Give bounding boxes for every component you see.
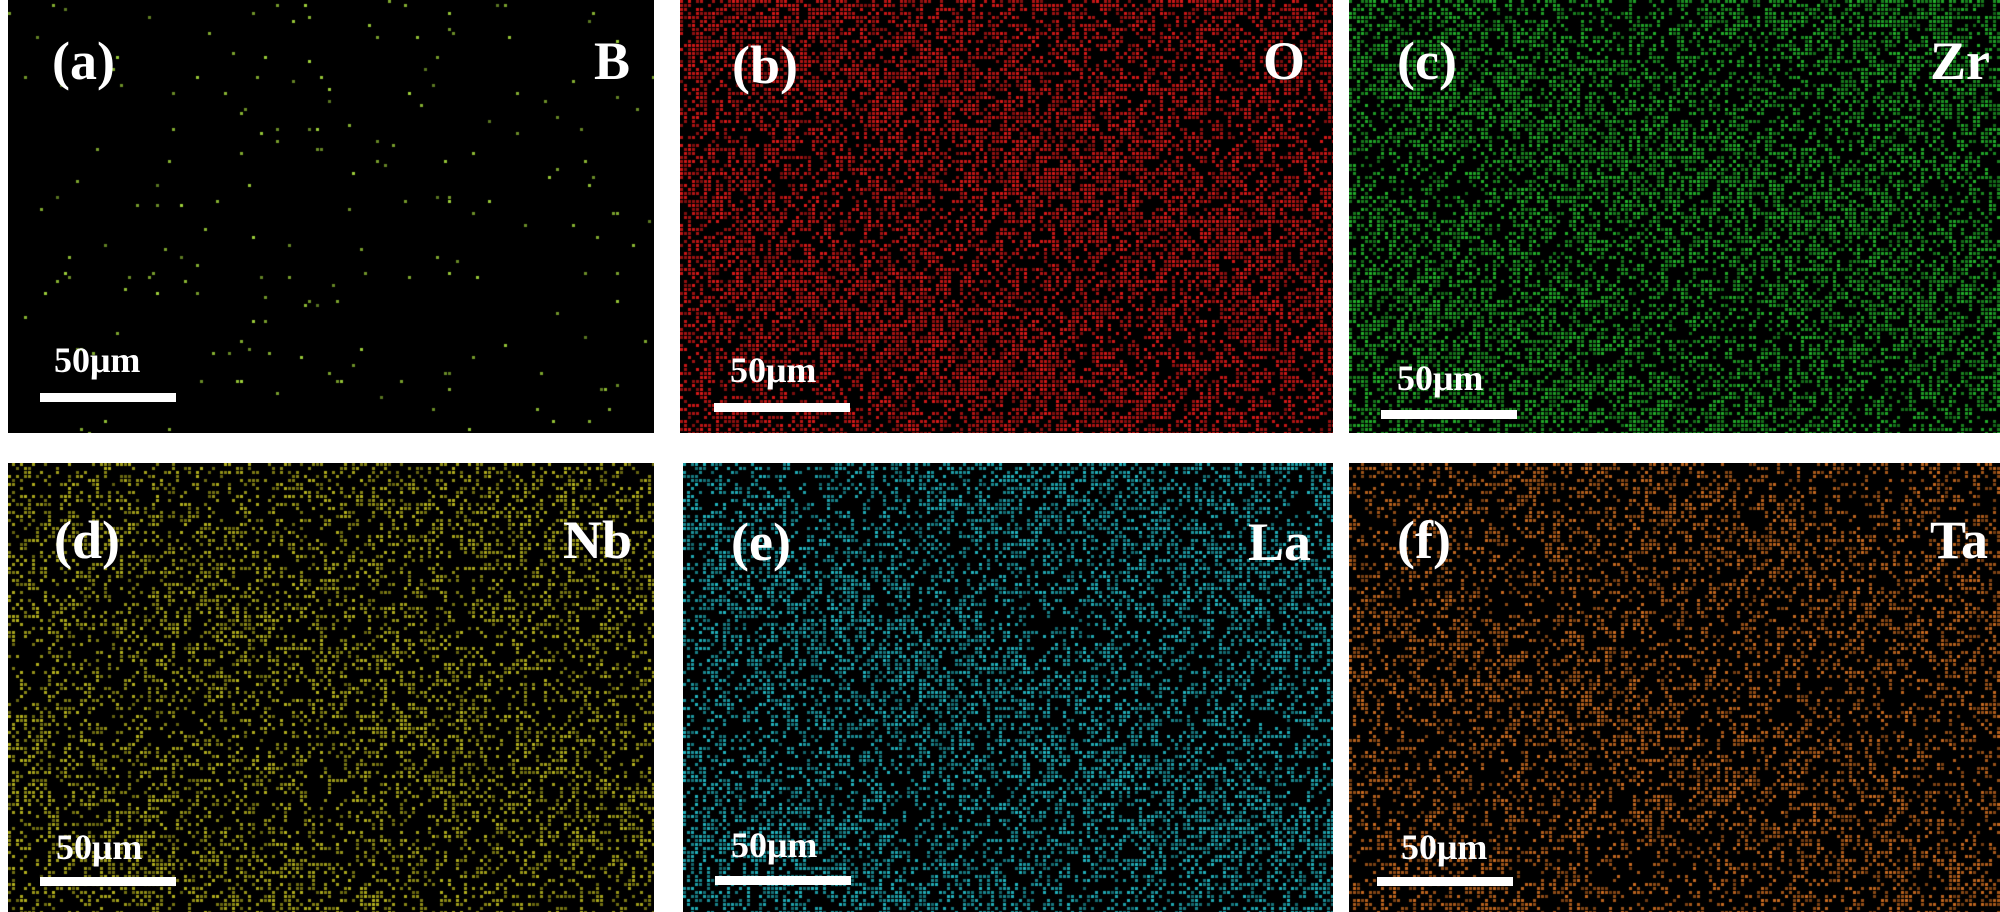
element-label-nb: Nb — [562, 510, 632, 570]
scale-bar-b — [714, 403, 850, 412]
eds-map-image-e — [683, 463, 1333, 912]
scale-bar-d — [40, 877, 176, 886]
scale-bar-label-f: 50μm — [1401, 827, 1488, 867]
panel-label-c: (c) — [1397, 31, 1457, 91]
scale-bar-label-a: 50μm — [54, 340, 141, 380]
eds-map-panel-d: (d) Nb 50μm — [8, 463, 654, 912]
panel-label-f: (f) — [1397, 510, 1451, 570]
scale-bar-a — [40, 393, 176, 402]
element-label-b: B — [593, 31, 630, 91]
element-label-zr: Zr — [1930, 31, 1990, 91]
scale-bar-e — [715, 876, 851, 885]
scale-bar-label-c: 50μm — [1397, 358, 1484, 398]
scale-bar-label-b: 50μm — [730, 350, 817, 390]
eds-map-panel-f: (f) Ta 50μm — [1349, 463, 2000, 912]
panel-label-e: (e) — [731, 512, 791, 572]
eds-map-image-a — [8, 0, 654, 433]
scale-bar-label-e: 50μm — [731, 825, 818, 865]
eds-map-image-f — [1349, 463, 2000, 912]
scale-bar-f — [1377, 877, 1513, 886]
element-label-la: La — [1247, 512, 1311, 572]
eds-map-image-c — [1349, 0, 2000, 433]
eds-map-panel-b: (b) O 50μm — [680, 0, 1333, 433]
eds-map-panel-e: (e) La 50μm — [683, 463, 1333, 912]
eds-map-panel-c: (c) Zr 50μm — [1349, 0, 2000, 433]
eds-map-image-b — [680, 0, 1333, 433]
panel-label-b: (b) — [732, 35, 798, 95]
panel-label-d: (d) — [54, 510, 120, 570]
scale-bar-c — [1381, 410, 1517, 419]
element-label-ta: Ta — [1929, 510, 1988, 570]
panel-label-a: (a) — [52, 31, 115, 91]
eds-map-panel-a: (a) B 50μm — [8, 0, 654, 433]
eds-map-image-d — [8, 463, 654, 912]
scale-bar-label-d: 50μm — [56, 827, 143, 867]
element-label-o: O — [1262, 31, 1305, 91]
